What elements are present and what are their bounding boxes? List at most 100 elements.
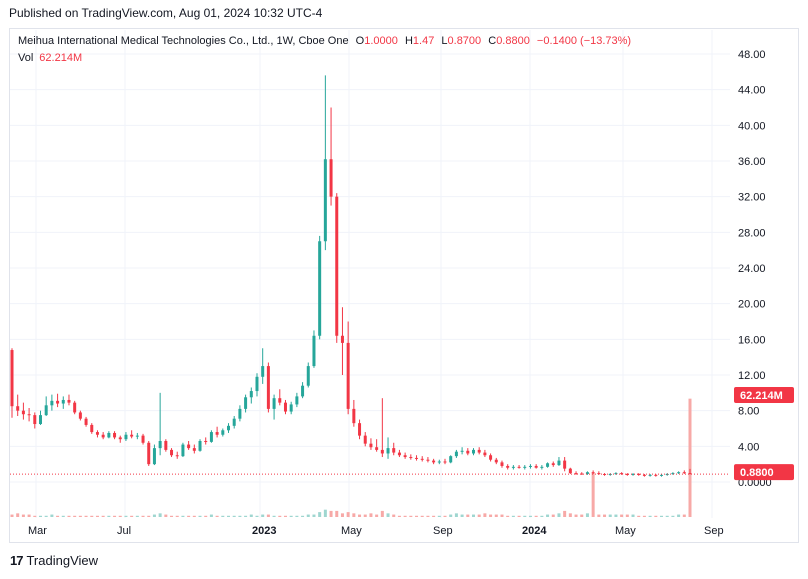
x-axis: Mar Jul 2023 May Sep 2024 May Sep [28,525,724,537]
candle-body [118,437,122,440]
volume-bar [232,515,236,517]
candle-body [215,432,219,435]
candle-body [403,455,407,458]
y-tick-label: 36.00 [738,156,766,168]
x-tick-label: Sep [704,525,724,537]
volume-bar [454,513,458,517]
candle-body [483,452,487,456]
candle-body [466,450,470,454]
candle-body [574,473,578,475]
volume-bar [574,514,578,517]
volume-bar [38,515,42,517]
volume-bar [181,515,185,517]
candle-body [56,400,60,404]
candle-body [540,466,544,468]
candle-body [181,444,185,457]
candle-body [113,432,117,438]
volume-value: 62.214M [39,52,83,64]
volume-badge-bg [734,387,794,403]
volume-bar [175,515,179,517]
candle-body [637,473,641,475]
candle-body [204,440,208,442]
volume-bar [471,514,475,517]
volume-bar [289,515,293,517]
candle-body [471,449,475,454]
candle-body [289,404,293,412]
candle-body [124,434,128,440]
volume-bar [665,515,669,517]
candle-body [135,435,139,437]
volume-bar [648,515,652,517]
candle-body [255,376,259,392]
volume-bar [677,514,681,517]
candle-body [392,448,396,453]
volume-bar [283,515,287,517]
volume-label: Vol [18,52,34,64]
volume-bar [118,515,122,517]
candle-body [61,399,65,404]
candle-body [266,366,270,409]
volume-bar [130,515,134,517]
candle-body [477,449,481,453]
volume-bar [563,510,567,517]
grid-lines [10,30,730,518]
volume-bar [340,513,344,517]
candle-body [312,335,316,367]
volume-bar [170,515,174,517]
volume-bar [27,514,31,517]
last-price-badge: 0.8800 [740,467,774,479]
candle-body [283,402,287,412]
legend-c-value: 0.8800 [496,35,530,47]
volume-bar [375,514,379,517]
volume-bar [477,514,481,517]
candle-body [506,465,510,468]
candle-body [437,461,441,463]
candle-body [443,461,447,463]
volume-bar [511,515,515,517]
candle-body [152,448,156,465]
footer-brand[interactable]: 17 TradingView [10,553,98,568]
volume-bar [221,515,225,517]
volume-bar [352,513,356,517]
candle-body [420,458,424,460]
y-tick-label: 24.00 [738,263,766,275]
candle-body [409,457,413,459]
volume-bar [301,515,305,517]
volume-bar [238,515,242,517]
volume-bar [494,514,498,517]
volume-bar [358,514,362,517]
volume-bar [255,515,259,517]
legend-l-label: L [441,35,448,47]
volume-bar [671,515,675,517]
volume-bar [295,515,299,517]
candle-body [460,450,464,452]
volume-bar [637,515,641,517]
candle-body [44,405,48,416]
candle-body [449,456,453,463]
volume-bar [101,515,105,517]
x-tick-label: May [341,525,362,537]
candle-body [500,462,504,466]
volume-bar [506,515,510,517]
volume-bar [61,515,65,517]
volume-bar [409,515,413,517]
volume-bar [266,514,270,517]
volume-bar [113,515,117,517]
volume-bar [261,514,265,517]
candle-body [534,465,538,468]
volume-bar [67,515,71,517]
volume-bar [397,515,401,517]
candle-body [73,402,77,413]
y-tick-label: 44.00 [738,85,766,97]
candle-body [78,412,82,419]
y-tick-label: 12.00 [738,370,766,382]
volume-bar [346,512,350,517]
candle-body [614,473,618,475]
volume-bar [682,514,686,517]
y-axis: 48.00 44.00 40.00 36.00 32.00 28.00 24.00 20.00… [738,49,772,489]
candle-body [511,466,515,468]
volume-bar [244,515,248,517]
last-price-badge-bg [734,464,794,481]
candle-body [130,434,134,437]
